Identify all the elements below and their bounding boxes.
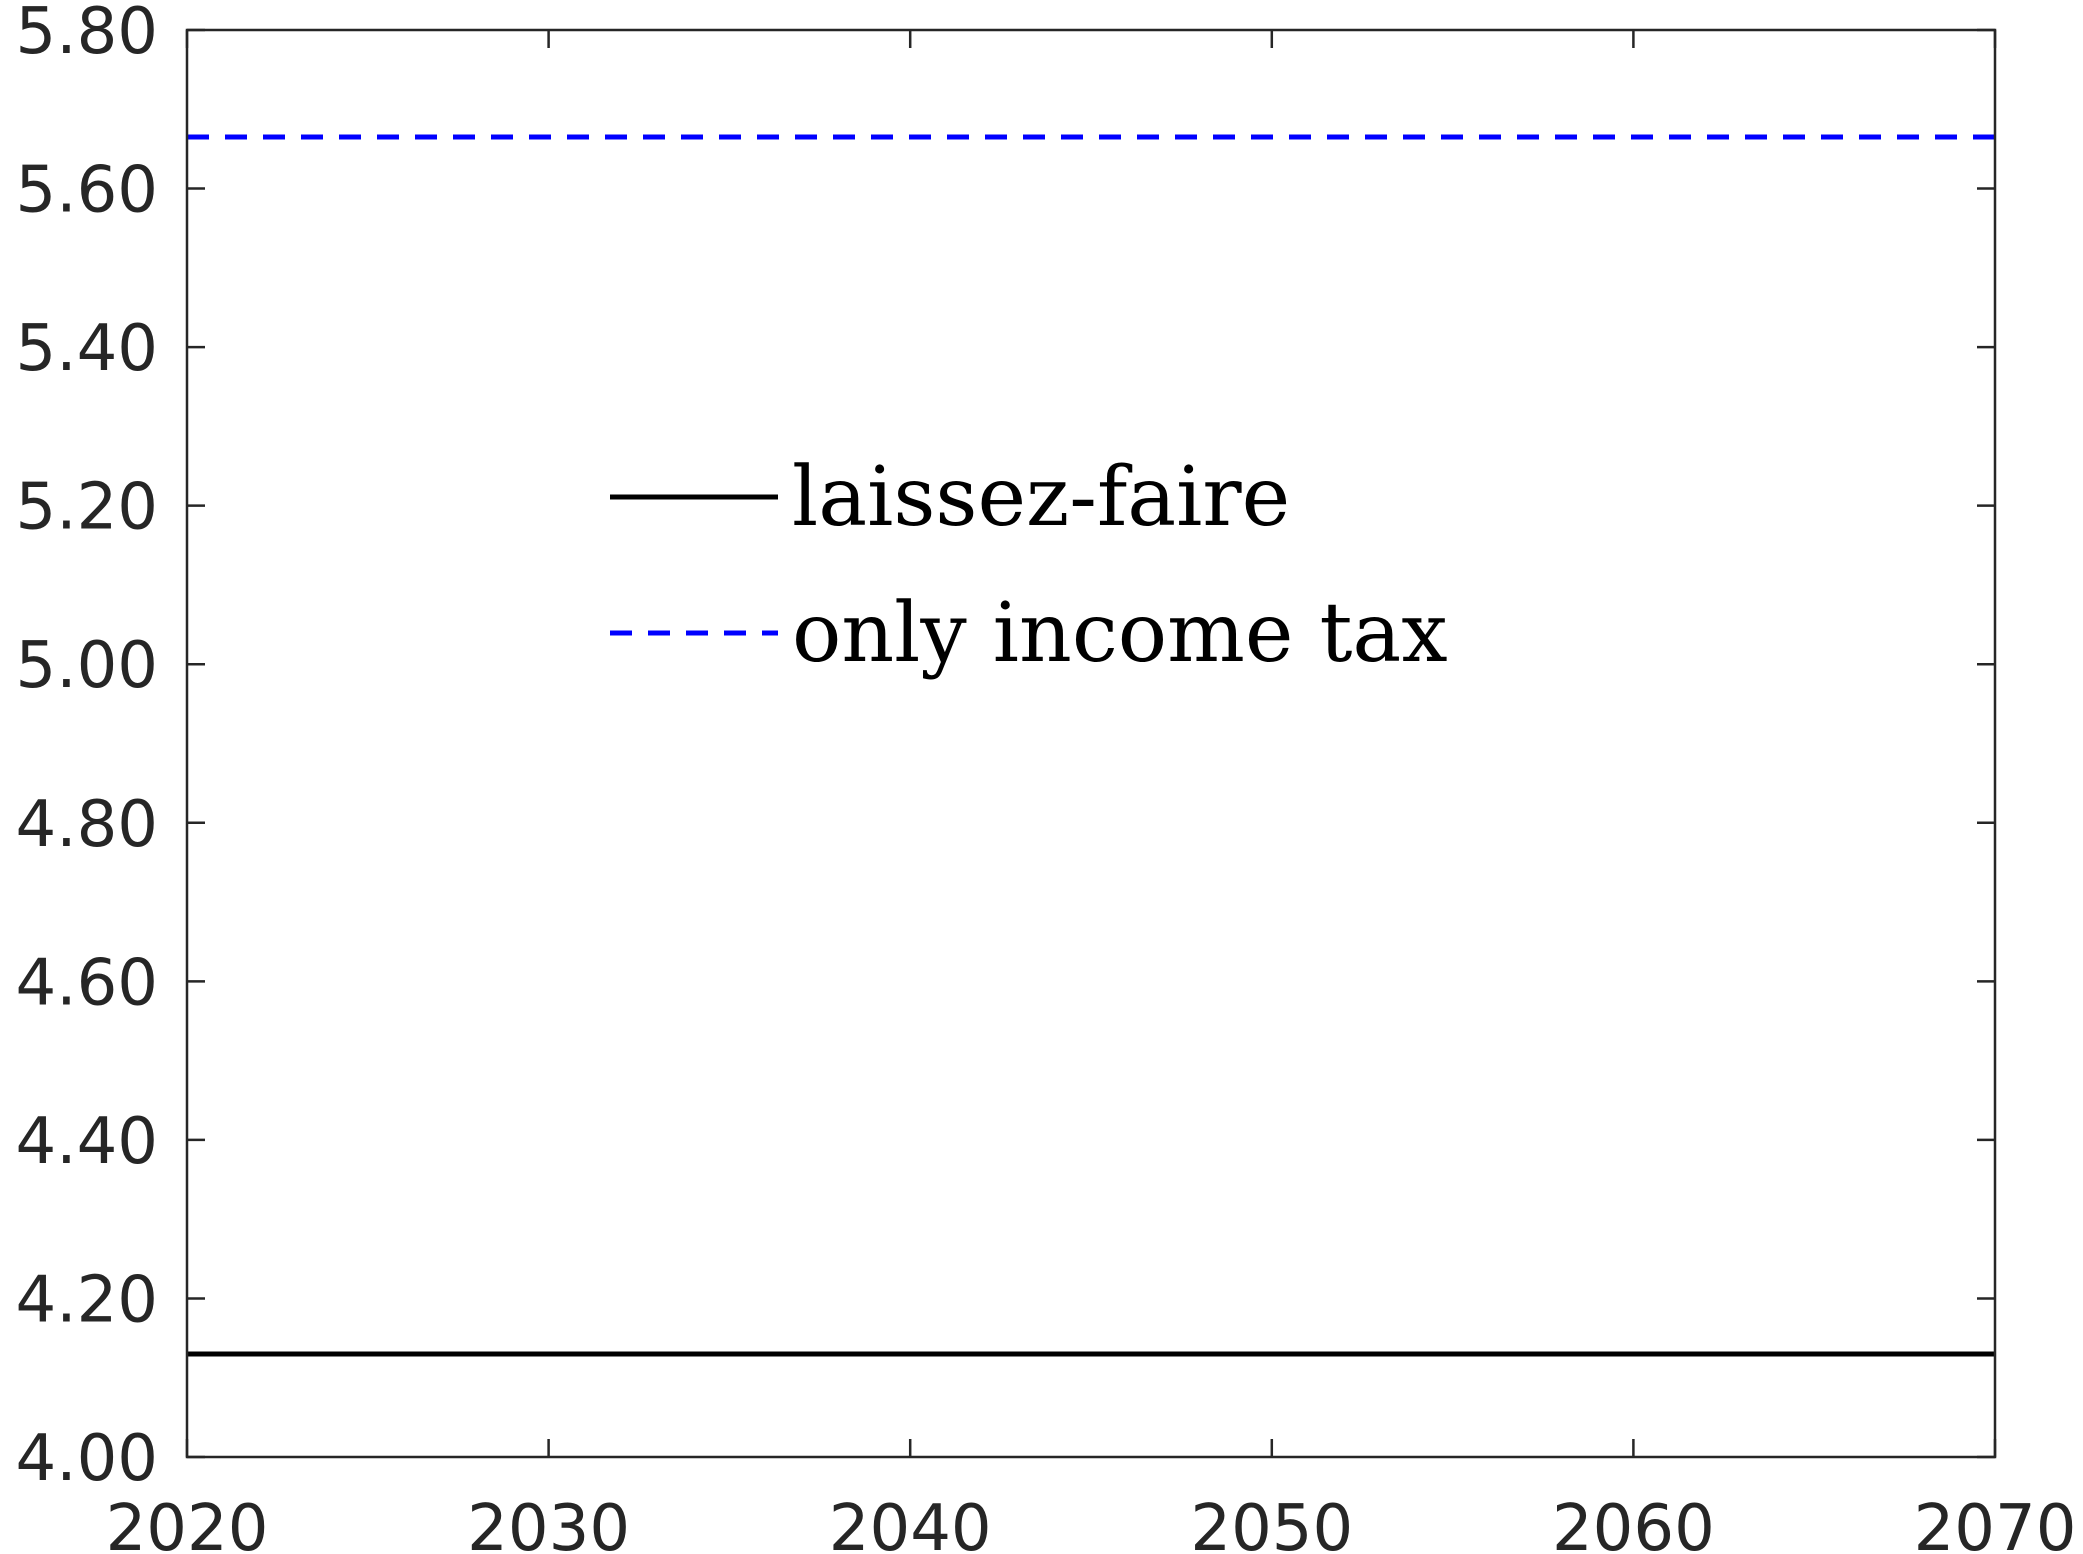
y-tick-label: 4.60 xyxy=(16,946,159,1020)
y-tick-label: 4.80 xyxy=(16,788,159,862)
axes-frame xyxy=(185,28,1997,1459)
plot-area xyxy=(187,134,1995,1357)
y-tick-label: 4.00 xyxy=(16,1422,159,1496)
axes: 2020 2030 2040 2050 2060 2070 4.00 4.20 4.40 4.60… xyxy=(16,0,2077,1554)
x-tick-label: 2040 xyxy=(829,1492,992,1554)
y-tick-label: 5.20 xyxy=(16,471,159,545)
y-tick-label: 4.40 xyxy=(16,1105,159,1179)
x-tick-label: 2060 xyxy=(1552,1492,1715,1554)
x-tick-label: 2030 xyxy=(467,1492,630,1554)
x-tick-label: 2070 xyxy=(1914,1492,2077,1554)
legend-label-laissez-faire: laissez-faire xyxy=(792,450,1290,545)
y-tick-label: 4.20 xyxy=(16,1263,159,1337)
y-tick-label: 5.40 xyxy=(16,312,159,386)
y-tick-label: 5.00 xyxy=(16,629,159,703)
legend: laissez-faire only income tax xyxy=(610,450,1448,681)
x-tick-label: 2050 xyxy=(1190,1492,1353,1554)
x-tick-label: 2020 xyxy=(106,1492,269,1554)
y-tick-label: 5.80 xyxy=(16,0,159,69)
legend-label-only-income-tax: only income tax xyxy=(792,586,1448,681)
y-tick-label: 5.60 xyxy=(16,154,159,228)
